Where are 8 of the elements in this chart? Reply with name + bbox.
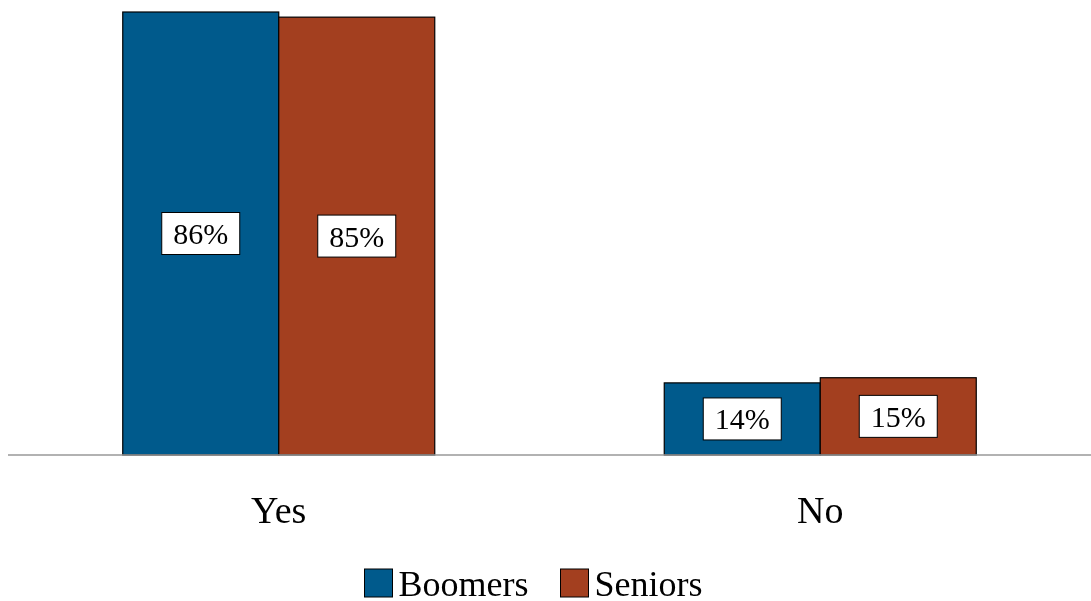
legend-label: Seniors bbox=[594, 563, 703, 601]
data-label: 86% bbox=[173, 217, 229, 250]
data-label: 15% bbox=[870, 399, 926, 433]
x-tick-label: Yes bbox=[251, 489, 307, 532]
data-label: 85% bbox=[329, 219, 385, 253]
x-tick-label: No bbox=[797, 489, 844, 532]
legend-label: Boomers bbox=[398, 563, 529, 601]
data-label: 14% bbox=[714, 402, 770, 436]
